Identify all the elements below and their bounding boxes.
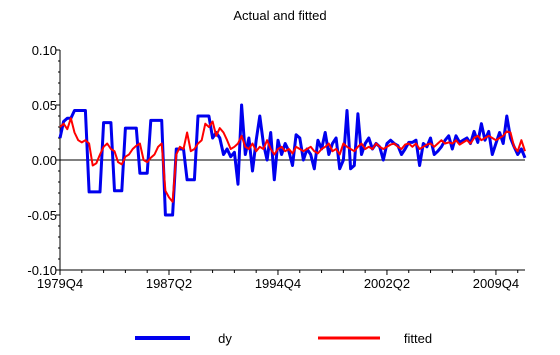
series-layer bbox=[58, 103, 527, 217]
y-tick-label: -0.05 bbox=[27, 208, 57, 223]
x-tick-label: 1994Q4 bbox=[255, 276, 301, 291]
series-line-dy bbox=[58, 103, 527, 217]
legend: dy fitted bbox=[135, 331, 432, 346]
y-tick-label: 0.00 bbox=[32, 153, 57, 168]
legend-label-dy: dy bbox=[218, 331, 232, 346]
y-tick-label: 0.05 bbox=[32, 98, 57, 113]
x-tick-label: 2009Q4 bbox=[473, 276, 519, 291]
y-tick-label: -0.10 bbox=[27, 263, 57, 278]
legend-label-fitted: fitted bbox=[404, 331, 432, 346]
x-tick-label: 2002Q2 bbox=[364, 276, 410, 291]
x-tick-label: 1979Q4 bbox=[37, 276, 83, 291]
series-line-fitted bbox=[59, 117, 526, 203]
chart-title: Actual and fitted bbox=[233, 8, 326, 23]
y-tick-label: 0.10 bbox=[32, 43, 57, 58]
x-tick-label: 1987Q2 bbox=[146, 276, 192, 291]
